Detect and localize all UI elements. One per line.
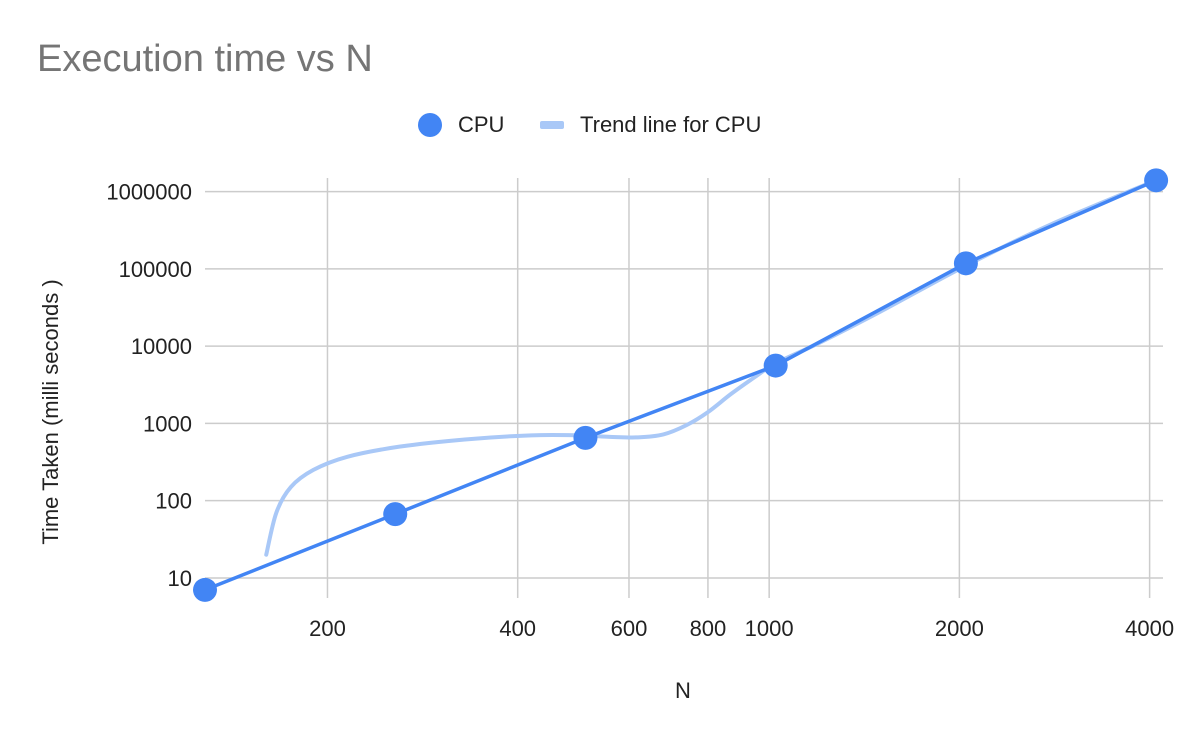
legend-marker-cpu [418, 113, 442, 137]
y-tick-label: 100 [155, 489, 192, 514]
legend-label-trend: Trend line for CPU [580, 112, 762, 137]
y-tick-label: 10000 [131, 334, 192, 359]
series-line-cpu [204, 178, 1157, 592]
y-tick-label: 100000 [119, 257, 192, 282]
data-point-cpu[interactable] [573, 425, 598, 450]
y-tick-label: 1000 [143, 411, 192, 436]
y-axis-label: Time Taken (milli seconds ) [38, 279, 63, 544]
data-point-cpu[interactable] [763, 353, 788, 378]
chart-title: Execution time vs N [37, 38, 373, 80]
y-tick-label: 1000000 [106, 180, 192, 205]
x-tick-label: 400 [499, 616, 536, 641]
data-point-cpu[interactable] [953, 251, 978, 276]
x-tick-label: 800 [690, 616, 727, 641]
series-layer [193, 168, 1169, 602]
x-axis-label: N [675, 678, 691, 703]
data-point-cpu[interactable] [193, 577, 217, 602]
legend: CPU Trend line for CPU [0, 108, 1200, 142]
data-point-cpu[interactable] [383, 502, 408, 527]
legend-label-cpu: CPU [458, 112, 505, 137]
data-point-cpu[interactable] [1144, 168, 1169, 193]
legend-marker-trend [540, 121, 564, 129]
trend-line-cpu [264, 178, 1159, 557]
y-tick-label: 10 [168, 566, 192, 591]
x-tick-label: 200 [309, 616, 346, 641]
grid [205, 178, 1163, 598]
x-tick-label: 2000 [935, 616, 984, 641]
x-tick-label: 4000 [1125, 616, 1174, 641]
axis-tick-labels: 10 100 1000 10000 100000 1000000 200 400 600 800 1… [106, 180, 1174, 641]
x-tick-label: 1000 [745, 616, 794, 641]
legend-item-cpu[interactable]: CPU [418, 108, 504, 142]
x-tick-label: 600 [611, 616, 648, 641]
legend-item-trend[interactable]: Trend line for CPU [540, 108, 761, 142]
